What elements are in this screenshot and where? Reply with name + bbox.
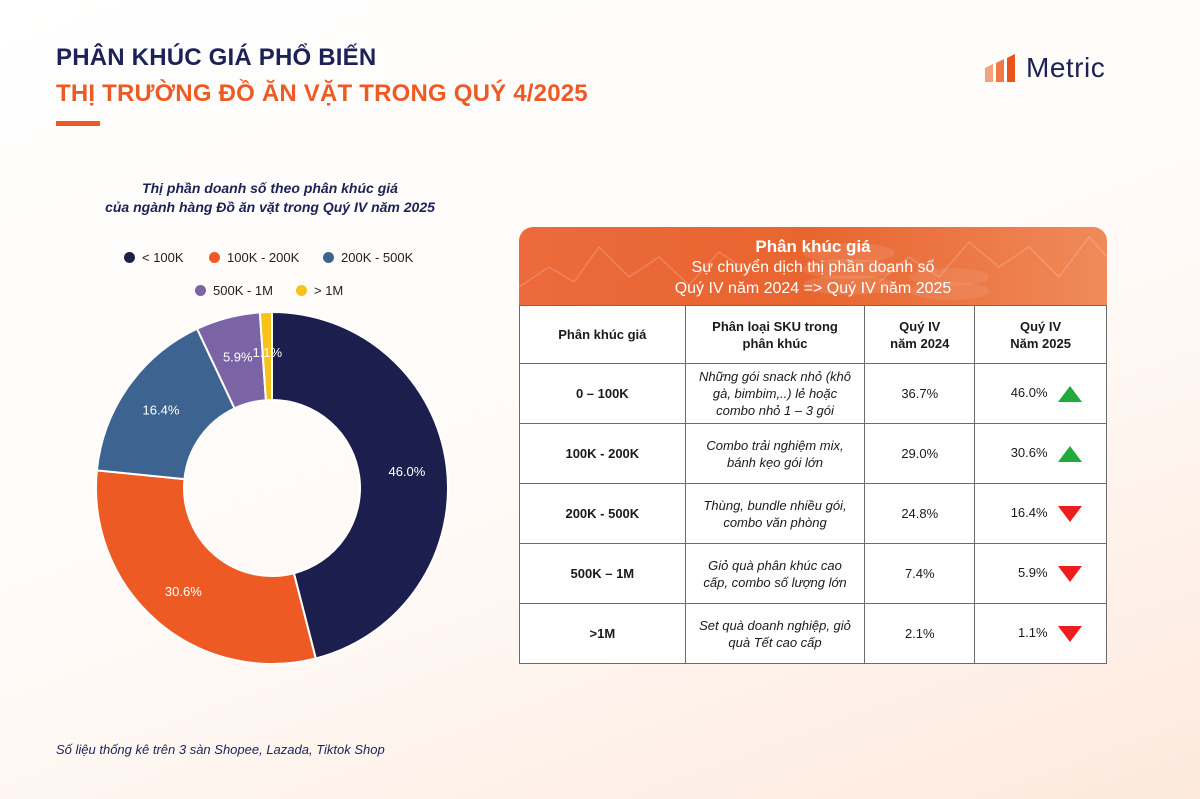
- header-q4-2025: Quý IV Năm 2025: [974, 305, 1107, 364]
- slice-100k-200k: [95, 469, 317, 665]
- page-subtitle: THỊ TRƯỜNG ĐỒ ĂN VẶT TRONG QUÝ 4/2025: [56, 80, 588, 107]
- chart-title-line-2: của ngành hàng Đồ ăn vặt trong Quý IV nă…: [105, 199, 435, 215]
- arrow-down-icon: [1057, 625, 1082, 642]
- q4-2024-cell: 36.7%: [864, 363, 976, 424]
- data-label: 16.4%: [143, 402, 180, 417]
- table-row: 100K - 200K Combo trải nghiệm mix, bánh …: [519, 423, 1107, 484]
- slice-200k-500k: [95, 327, 236, 481]
- segment-cell: >1M: [519, 603, 686, 664]
- legend-item-200k-500k: 200K - 500K: [323, 250, 413, 265]
- segment-cell: 500K – 1M: [519, 543, 686, 604]
- description-cell: Combo trải nghiệm mix, bánh kẹo gói lớn: [684, 423, 866, 484]
- legend-label: 100K - 200K: [227, 250, 300, 265]
- table-row: >1M Set quà doanh nghiệp, giỏ quà Tết ca…: [519, 603, 1107, 664]
- q4-2025-value: 30.6%: [1010, 445, 1048, 461]
- table-header-row: Phân khúc giá Phân loại SKU trong phân k…: [519, 305, 1107, 364]
- bar-chart-logo-icon: [985, 54, 1015, 82]
- q4-2025-value: 5.9%: [1017, 565, 1048, 581]
- legend-item-lt100k: < 100K: [124, 250, 184, 265]
- header-q4-2024: Quý IV năm 2024: [864, 305, 976, 364]
- q4-2024-cell: 24.8%: [864, 483, 976, 544]
- legend-item-gt1m: > 1M: [296, 283, 343, 298]
- header-segment: Phân khúc giá: [519, 305, 686, 364]
- legend-swatch: [209, 252, 220, 263]
- source-footnote: Số liệu thống kê trên 3 sàn Shopee, Laza…: [56, 742, 385, 757]
- table-row: 0 – 100K Những gói snack nhỏ (khô gà, bi…: [519, 363, 1107, 424]
- legend-label: 500K - 1M: [213, 283, 273, 298]
- data-label: 46.0%: [388, 464, 425, 479]
- q4-2025-cell: 30.6%: [974, 423, 1107, 484]
- data-label: 30.6%: [165, 584, 202, 599]
- banner-title: Phân khúc giá: [755, 237, 871, 256]
- legend-swatch: [296, 285, 307, 296]
- metric-logo: Metric: [984, 52, 1105, 84]
- data-label: 1.1%: [252, 345, 282, 360]
- legend-swatch: [195, 285, 206, 296]
- legend-item-100k-200k: 100K - 200K: [209, 250, 299, 265]
- page-title: PHÂN KHÚC GIÁ PHỔ BIẾN: [56, 44, 377, 71]
- price-segment-table: Phân khúc giá Phân loại SKU trong phân k…: [519, 305, 1107, 664]
- q4-2025-cell: 46.0%: [974, 363, 1107, 424]
- q4-2025-cell: 1.1%: [974, 603, 1107, 664]
- legend-swatch: [124, 252, 135, 263]
- legend-label: < 100K: [142, 250, 184, 265]
- q4-2024-cell: 7.4%: [864, 543, 976, 604]
- donut-chart: 46.0% 30.6% 16.4% 5.9% 1.1%: [95, 310, 449, 665]
- slice-lt100k: [271, 310, 449, 660]
- legend-label: 200K - 500K: [341, 250, 414, 265]
- description-cell: Set quà doanh nghiệp, giỏ quà Tết cao cấ…: [684, 603, 866, 664]
- segment-cell: 200K - 500K: [519, 483, 686, 544]
- header-sku-type: Phân loại SKU trong phân khúc: [684, 305, 866, 364]
- banner-period: Quý IV năm 2024 => Quý IV năm 2025: [674, 280, 952, 297]
- q4-2025-value: 1.1%: [1017, 625, 1048, 641]
- q4-2025-cell: 5.9%: [974, 543, 1107, 604]
- arrow-down-icon: [1057, 565, 1082, 582]
- q4-2025-value: 16.4%: [1010, 505, 1048, 521]
- q4-2024-cell: 2.1%: [864, 603, 976, 664]
- q4-2025-value: 46.0%: [1010, 385, 1048, 401]
- description-cell: Giỏ quà phân khúc cao cấp, combo số lượn…: [684, 543, 866, 604]
- logo-text: Metric: [1026, 52, 1106, 83]
- arrow-up-icon: [1057, 445, 1082, 462]
- data-label: 5.9%: [223, 349, 253, 364]
- table-row: 200K - 500K Thùng, bundle nhiều gói, com…: [519, 483, 1107, 544]
- arrow-up-icon: [1057, 385, 1082, 402]
- legend-item-500k-1m: 500K - 1M: [195, 283, 273, 298]
- description-cell: Thùng, bundle nhiều gói, combo văn phòng: [684, 483, 866, 544]
- title-underline: [56, 121, 100, 126]
- description-cell: Những gói snack nhỏ (khô gà, bimbim,..) …: [684, 363, 866, 424]
- banner-subtitle: Sự chuyển dịch thị phần doanh số: [691, 259, 935, 276]
- segment-cell: 100K - 200K: [519, 423, 686, 484]
- legend-swatch: [323, 252, 334, 263]
- segment-cell: 0 – 100K: [519, 363, 686, 424]
- chart-title-line-1: Thị phần doanh số theo phân khúc giá: [142, 180, 398, 196]
- q4-2025-cell: 16.4%: [974, 483, 1107, 544]
- table-row: 500K – 1M Giỏ quà phân khúc cao cấp, com…: [519, 543, 1107, 604]
- legend-label: > 1M: [314, 283, 344, 298]
- table-banner: Phân khúc giá Sự chuyển dịch thị phần do…: [519, 227, 1107, 305]
- arrow-down-icon: [1057, 505, 1082, 522]
- banner-decoration: [519, 235, 1107, 300]
- q4-2024-cell: 29.0%: [864, 423, 976, 484]
- slice-gt1m: [258, 310, 273, 402]
